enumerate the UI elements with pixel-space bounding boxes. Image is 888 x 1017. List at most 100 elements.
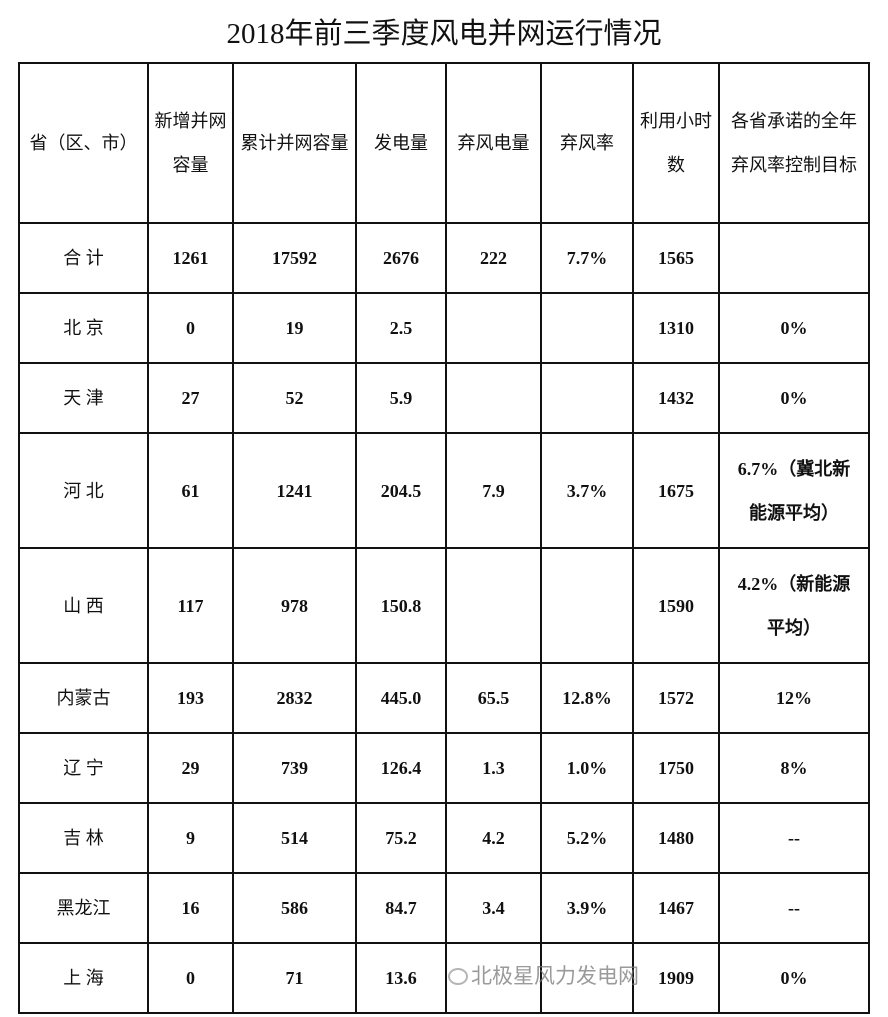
curtailed-cell: 4.2 — [445, 802, 542, 874]
table-row: 上 海 0 71 13.6 1909 0% — [18, 942, 870, 1014]
table-body: 合 计 1261 17592 2676 222 7.7% 1565 北 京 0 19 2.5 1310… — [18, 222, 870, 1014]
header-new-capacity-text: 新增并网容量 — [154, 111, 227, 175]
curtailed-cell: 222 — [445, 222, 542, 294]
hours-cell: 1675 — [632, 432, 720, 549]
new-capacity-cell: 16 — [147, 872, 234, 944]
curtail-rate-cell: 12.8% — [540, 662, 634, 734]
target-cell: 4.2%（新能源平均） — [718, 547, 870, 664]
curtail-rate-cell: 1.0% — [540, 732, 634, 804]
table-row: 内蒙古 193 2832 445.0 65.5 12.8% 1572 12% — [18, 662, 870, 734]
hours-cell: 1432 — [632, 362, 720, 434]
target-cell: 0% — [718, 292, 870, 364]
new-capacity-cell: 29 — [147, 732, 234, 804]
province-cell: 北 京 — [18, 292, 149, 364]
header-hours-text: 利用小时数 — [640, 111, 712, 175]
generation-cell: 75.2 — [355, 802, 447, 874]
target-cell — [718, 222, 870, 294]
header-new-capacity: 新增并网容量 — [147, 62, 234, 224]
table-row: 黑龙江 16 586 84.7 3.4 3.9% 1467 -- — [18, 872, 870, 944]
header-province-text: 省（区、市） — [29, 133, 138, 153]
new-capacity-cell: 0 — [147, 292, 234, 364]
curtailed-cell — [445, 547, 542, 664]
hours-cell: 1310 — [632, 292, 720, 364]
total-capacity-cell: 739 — [232, 732, 357, 804]
table-row: 合 计 1261 17592 2676 222 7.7% 1565 — [18, 222, 870, 294]
province-cell: 黑龙江 — [18, 872, 149, 944]
table-row: 天 津 27 52 5.9 1432 0% — [18, 362, 870, 434]
generation-cell: 126.4 — [355, 732, 447, 804]
target-cell: 8% — [718, 732, 870, 804]
curtail-rate-cell: 7.7% — [540, 222, 634, 294]
hours-cell: 1572 — [632, 662, 720, 734]
total-capacity-cell: 52 — [232, 362, 357, 434]
table-row: 北 京 0 19 2.5 1310 0% — [18, 292, 870, 364]
target-cell: 12% — [718, 662, 870, 734]
header-target: 各省承诺的全年弃风率控制目标 — [718, 62, 870, 224]
header-target-text: 各省承诺的全年弃风率控制目标 — [731, 111, 857, 175]
total-capacity-cell: 17592 — [232, 222, 357, 294]
wind-power-table: 省（区、市） 新增并网容量 累计并网容量 发电量 弃风电量 弃风率 利用小时数 … — [18, 62, 870, 1014]
target-cell: -- — [718, 802, 870, 874]
curtailed-cell: 3.4 — [445, 872, 542, 944]
province-cell: 辽 宁 — [18, 732, 149, 804]
header-total-capacity: 累计并网容量 — [232, 62, 357, 224]
table-row: 山 西 117 978 150.8 1590 4.2%（新能源平均） — [18, 547, 870, 664]
total-capacity-cell: 514 — [232, 802, 357, 874]
header-curtailed-text: 弃风电量 — [457, 133, 530, 153]
header-row: 省（区、市） 新增并网容量 累计并网容量 发电量 弃风电量 弃风率 利用小时数 … — [18, 62, 870, 224]
curtailed-cell — [445, 362, 542, 434]
curtailed-cell: 7.9 — [445, 432, 542, 549]
wechat-icon — [448, 967, 468, 985]
target-cell: -- — [718, 872, 870, 944]
province-cell: 上 海 — [18, 942, 149, 1014]
hours-cell: 1590 — [632, 547, 720, 664]
hours-cell: 1565 — [632, 222, 720, 294]
header-hours: 利用小时数 — [632, 62, 720, 224]
header-province: 省（区、市） — [18, 62, 149, 224]
province-cell: 天 津 — [18, 362, 149, 434]
province-cell: 山 西 — [18, 547, 149, 664]
new-capacity-cell: 0 — [147, 942, 234, 1014]
generation-cell: 13.6 — [355, 942, 447, 1014]
generation-cell: 150.8 — [355, 547, 447, 664]
generation-cell: 204.5 — [355, 432, 447, 549]
new-capacity-cell: 1261 — [147, 222, 234, 294]
new-capacity-cell: 27 — [147, 362, 234, 434]
page-title: 2018年前三季度风电并网运行情况 — [226, 18, 662, 50]
header-curtail-rate-text: 弃风率 — [560, 133, 614, 153]
curtail-rate-cell — [540, 292, 634, 364]
target-cell: 0% — [718, 942, 870, 1014]
header-total-capacity-text: 累计并网容量 — [240, 133, 349, 153]
new-capacity-cell: 193 — [147, 662, 234, 734]
generation-cell: 445.0 — [355, 662, 447, 734]
total-capacity-cell: 19 — [232, 292, 357, 364]
new-capacity-cell: 9 — [147, 802, 234, 874]
generation-cell: 2.5 — [355, 292, 447, 364]
header-curtail-rate: 弃风率 — [540, 62, 634, 224]
curtailed-cell — [445, 292, 542, 364]
generation-cell: 2676 — [355, 222, 447, 294]
province-cell: 合 计 — [18, 222, 149, 294]
curtailed-cell: 65.5 — [445, 662, 542, 734]
total-capacity-cell: 71 — [232, 942, 357, 1014]
header-generation-text: 发电量 — [374, 133, 428, 153]
new-capacity-cell: 61 — [147, 432, 234, 549]
watermark: 北极星风力发电网 — [448, 964, 639, 988]
watermark-text: 北极星风力发电网 — [471, 964, 639, 988]
hours-cell: 1909 — [632, 942, 720, 1014]
new-capacity-cell: 117 — [147, 547, 234, 664]
total-capacity-cell: 978 — [232, 547, 357, 664]
curtail-rate-cell: 3.7% — [540, 432, 634, 549]
curtail-rate-cell — [540, 547, 634, 664]
hours-cell: 1480 — [632, 802, 720, 874]
curtail-rate-cell: 3.9% — [540, 872, 634, 944]
curtail-rate-cell: 5.2% — [540, 802, 634, 874]
generation-cell: 5.9 — [355, 362, 447, 434]
curtailed-cell: 1.3 — [445, 732, 542, 804]
table-row: 吉 林 9 514 75.2 4.2 5.2% 1480 -- — [18, 802, 870, 874]
province-cell: 吉 林 — [18, 802, 149, 874]
hours-cell: 1467 — [632, 872, 720, 944]
target-cell: 6.7%（冀北新能源平均） — [718, 432, 870, 549]
total-capacity-cell: 2832 — [232, 662, 357, 734]
total-capacity-cell: 1241 — [232, 432, 357, 549]
